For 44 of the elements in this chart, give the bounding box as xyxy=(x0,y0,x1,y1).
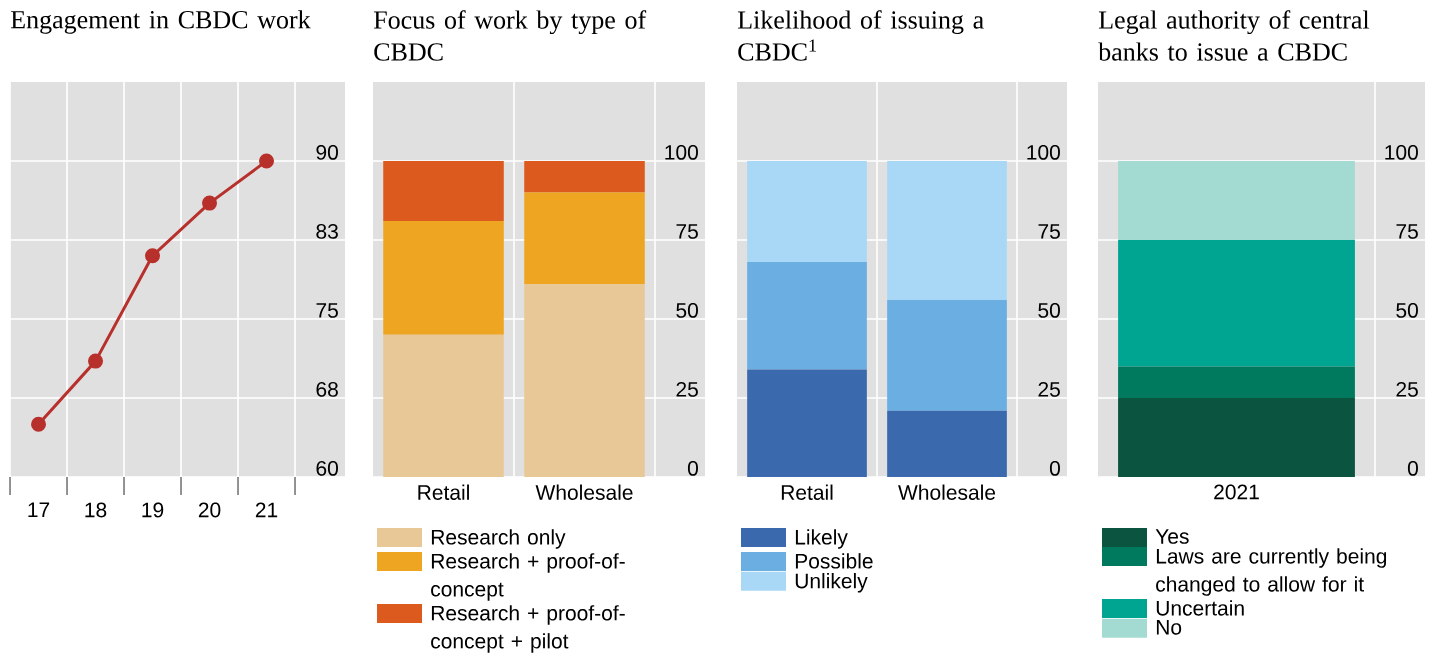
y-tick-label: 75 xyxy=(1396,224,1418,239)
legend-label: Research + proof-of-concept + pilot xyxy=(431,605,625,653)
legend-label: Uncertain xyxy=(1156,600,1244,616)
y-tick-label: 60 xyxy=(316,460,338,476)
legend-label: No xyxy=(1156,620,1182,635)
y-tick-label: 0 xyxy=(687,460,698,476)
legend-label: Laws are currently being changed to allow for it xyxy=(1156,548,1387,596)
x-tick-label: Wholesale xyxy=(898,484,996,500)
legend-label: Unlikely xyxy=(795,572,868,593)
y-tick-label: 25 xyxy=(676,381,698,397)
legend-label: Research only xyxy=(431,529,566,549)
chart-title: Engagement in CBDC work xyxy=(10,10,311,34)
x-tick-label: Retail xyxy=(781,484,833,500)
y-tick-label: 90 xyxy=(316,144,338,160)
x-tick-label: 21 xyxy=(255,502,278,518)
legend-label: Possible xyxy=(795,553,873,569)
y-tick-label: 50 xyxy=(676,302,698,318)
y-tick-label: 75 xyxy=(316,303,338,318)
x-tick-label: Retail xyxy=(418,484,469,500)
y-tick-label: 83 xyxy=(316,223,338,239)
y-tick-label: 75 xyxy=(1038,224,1060,239)
chart-title: Focus of work by type of CBDC xyxy=(373,10,647,61)
chart-title: Legal authority of central banks to issue a CBDC xyxy=(1098,10,1370,61)
y-tick-label: 100 xyxy=(1027,144,1060,160)
legend-label: Likely xyxy=(795,529,848,549)
y-tick-label: 50 xyxy=(1038,302,1060,318)
y-tick-label: 25 xyxy=(1396,381,1418,397)
y-tick-label: 25 xyxy=(1038,381,1060,397)
y-tick-label: 50 xyxy=(1396,302,1418,318)
legend-label: Yes xyxy=(1155,529,1189,544)
y-tick-label: 68 xyxy=(316,381,338,397)
y-tick-label: 100 xyxy=(1385,144,1418,160)
legend-label: Research + proof-of-concept xyxy=(431,553,625,601)
y-tick-label: 0 xyxy=(1049,460,1060,476)
y-tick-label: 100 xyxy=(665,144,698,160)
x-tick-label: Wholesale xyxy=(535,484,633,500)
x-tick-label: 20 xyxy=(198,502,221,518)
x-tick-label: 19 xyxy=(142,502,164,518)
x-tick-label: 17 xyxy=(28,502,50,517)
chart-title: Likelihood of issuing a CBDC$^{1}$ xyxy=(737,10,984,61)
x-tick-label: 2021 xyxy=(1214,484,1259,500)
y-tick-label: 75 xyxy=(676,224,698,239)
y-tick-label: 0 xyxy=(1407,460,1418,476)
x-tick-label: 18 xyxy=(85,502,107,518)
